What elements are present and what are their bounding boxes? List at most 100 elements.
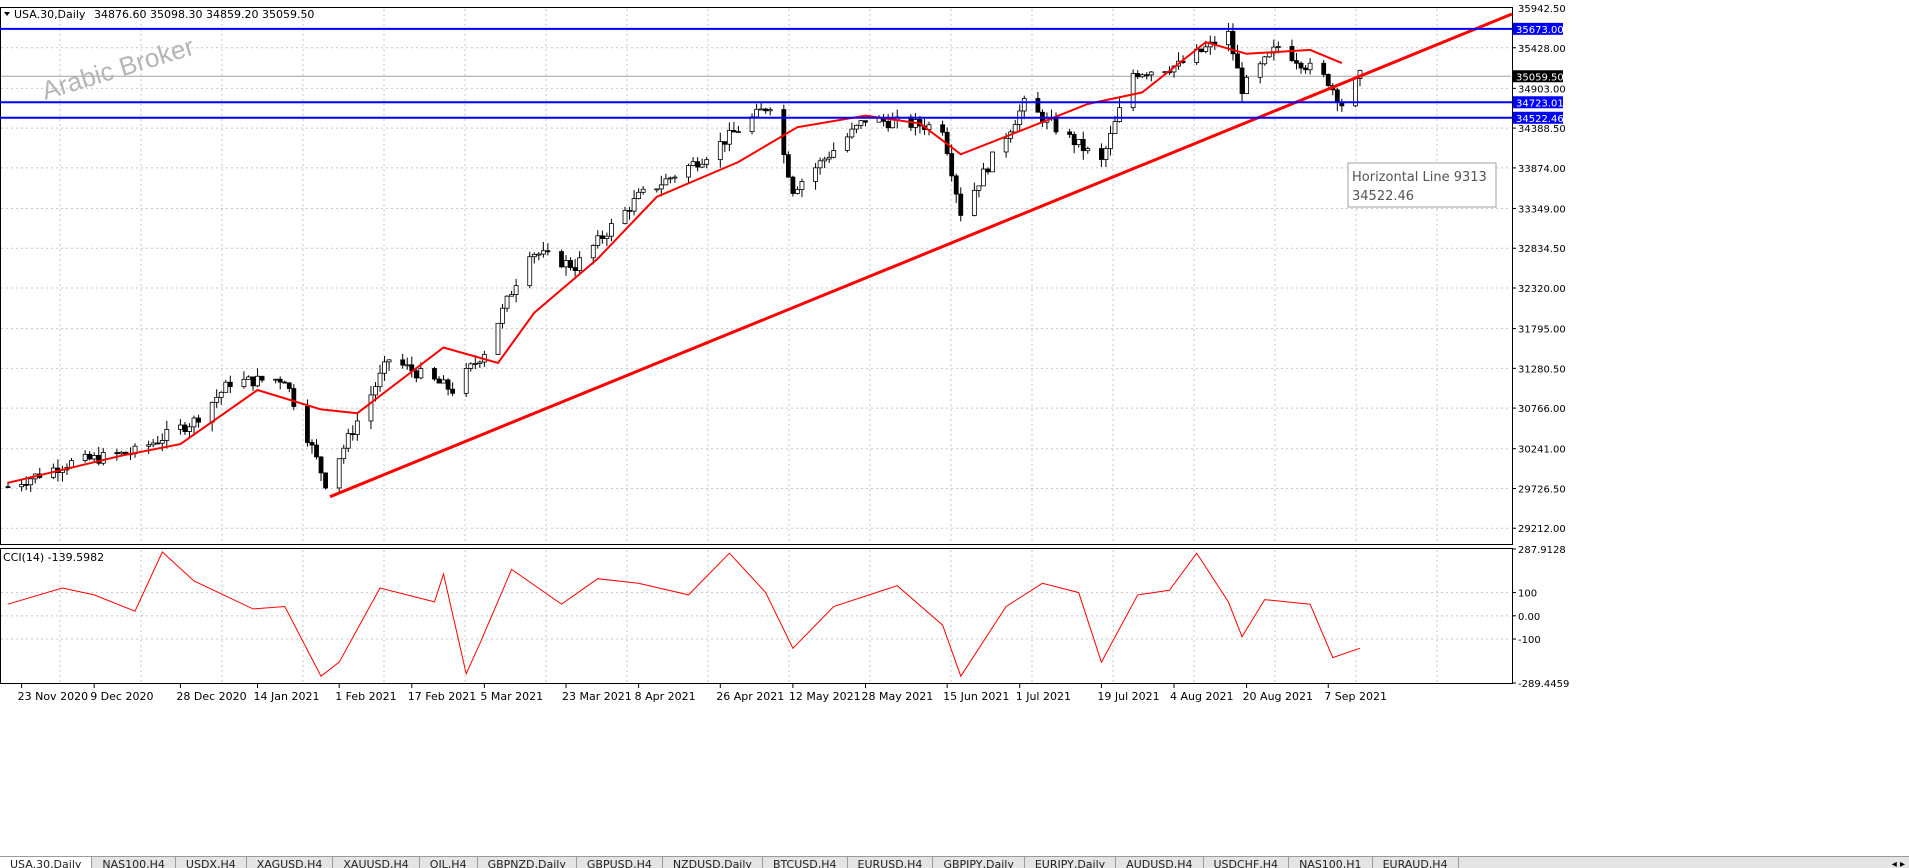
price-tick-label: 33874.00: [1518, 164, 1566, 175]
chart-tab[interactable]: AUDUSD,H4: [1116, 857, 1204, 868]
chart-tab[interactable]: NAS100,H4: [92, 857, 176, 868]
chart-tab[interactable]: XAGUSD,H4: [247, 857, 334, 868]
horizontal-levels[interactable]: 35673.00 34723.01 34522.46: [0, 22, 1564, 125]
chart-tab[interactable]: EURJPY,Daily: [1025, 857, 1117, 868]
bear-candle: [790, 176, 796, 194]
bull-candle: [658, 184, 664, 190]
bull-candle: [209, 401, 215, 423]
chart-tab[interactable]: GBPUSD,H4: [577, 857, 663, 868]
price-axis: 35942.50 35428.00 34903.00 34388.50 33874.00…: [1, 4, 1566, 535]
bull-candle: [463, 368, 469, 394]
chart-tab[interactable]: GBPJPY,Daily: [933, 857, 1025, 868]
bull-candle: [218, 391, 224, 398]
chart-tab[interactable]: NZDUSD,Daily: [663, 857, 763, 868]
bear-candle: [953, 175, 959, 195]
time-tick-label: 28 May 2021: [861, 690, 933, 703]
bear-candle: [695, 161, 701, 168]
chart-tab[interactable]: BTCUSD,H4: [763, 857, 848, 868]
bear-candle: [885, 120, 891, 129]
bull-candle: [527, 256, 533, 287]
time-tick-label: 28 Dec 2020: [176, 690, 246, 703]
triangle-down-icon[interactable]: [4, 12, 10, 16]
bull-candle: [1257, 63, 1263, 78]
bear-candle: [155, 442, 161, 445]
price-tick-label: 29212.00: [1518, 524, 1566, 535]
chart-tab[interactable]: NAS100,H1: [1289, 857, 1373, 868]
bull-candle: [663, 178, 669, 186]
bull-candle: [595, 235, 601, 246]
bull-candle: [418, 368, 424, 379]
time-tick-label: 5 Mar 2021: [480, 690, 543, 703]
bear-candle: [559, 251, 564, 268]
bull-candle: [386, 359, 392, 363]
bear-candle: [1303, 67, 1308, 71]
price-panel-frame: [0, 7, 1513, 545]
bear-candle: [1198, 48, 1204, 52]
bull-candle: [844, 136, 850, 151]
bear-candle: [1230, 30, 1236, 55]
mid-line-tag: [1513, 96, 1563, 109]
time-tick-label: 8 Apr 2021: [635, 690, 696, 703]
cci-line: [7, 551, 1361, 678]
bull-candle: [849, 128, 855, 138]
chart-tab[interactable]: USDX,H4: [176, 857, 247, 868]
bull-candle: [822, 158, 828, 162]
chart-tab[interactable]: USDCHF,H4: [1204, 857, 1290, 868]
time-axis: 23 Nov 2020 9 Dec 2020 28 Dec 2020 14 Jan 2…: [18, 684, 1387, 703]
time-tick-label: 19 Jul 2021: [1097, 690, 1159, 703]
time-tick-label: 9 Dec 2020: [90, 690, 153, 703]
bear-candle: [545, 250, 551, 253]
moving-average-line: [7, 41, 1343, 484]
chart-tab[interactable]: GBPNZD,Daily: [478, 857, 577, 868]
bear-candle: [863, 120, 868, 123]
chart-grid: [1, 9, 1511, 682]
time-tick-label: 20 Aug 2021: [1243, 690, 1313, 703]
bear-candle: [731, 129, 737, 133]
bear-candle: [949, 153, 955, 177]
bear-candle: [1325, 74, 1331, 86]
tab-scroll-arrows[interactable]: ◂ ▸: [1845, 857, 1909, 868]
support-line-label: 34522.46: [1516, 114, 1564, 125]
bull-candle: [636, 191, 642, 200]
price-tick-label: 32320.00: [1518, 284, 1566, 295]
chart-tab[interactable]: EURAUD,H4: [1373, 857, 1459, 868]
bull-candle: [699, 163, 705, 168]
bull-candle: [28, 478, 34, 486]
bull-candle: [91, 455, 97, 460]
chart-tab[interactable]: EURUSD,H4: [848, 857, 934, 868]
bear-candle: [23, 484, 29, 486]
bull-candle: [640, 188, 646, 193]
bull-candle: [717, 141, 723, 161]
bull-candle: [817, 160, 823, 169]
bull-candle: [159, 440, 165, 444]
bear-candle: [432, 368, 437, 380]
trend-line[interactable]: [329, 12, 1513, 499]
bear-candle: [291, 388, 297, 407]
bear-candle: [227, 381, 233, 387]
chart-tab[interactable]: XAUUSD,H4: [333, 857, 420, 868]
time-tick-label: 12 May 2021: [789, 690, 861, 703]
bull-candle: [345, 433, 351, 449]
bear-candle: [250, 376, 256, 387]
bull-candle: [1103, 148, 1109, 160]
bear-candle: [277, 378, 283, 383]
bear-candle: [763, 108, 769, 112]
bull-candle: [246, 376, 251, 380]
chart-tab[interactable]: OIL,H4: [420, 857, 478, 868]
price-tick-label: 35942.50: [1518, 4, 1566, 15]
cci-tick-label: -100: [1518, 635, 1541, 646]
current-price-box: [1513, 70, 1563, 83]
bull-candle: [767, 109, 773, 112]
bull-candle: [509, 294, 514, 297]
bear-candle: [286, 382, 292, 389]
bull-candle: [577, 257, 583, 271]
bear-candle: [309, 442, 315, 446]
bull-candle: [604, 235, 610, 239]
bull-candle: [150, 442, 156, 446]
cci-tick-label: 100: [1518, 589, 1537, 600]
chart-tab[interactable]: USA.30,Daily: [0, 857, 93, 868]
bull-candle: [164, 429, 170, 441]
bear-candle: [1239, 67, 1245, 94]
bear-candle: [5, 486, 11, 489]
